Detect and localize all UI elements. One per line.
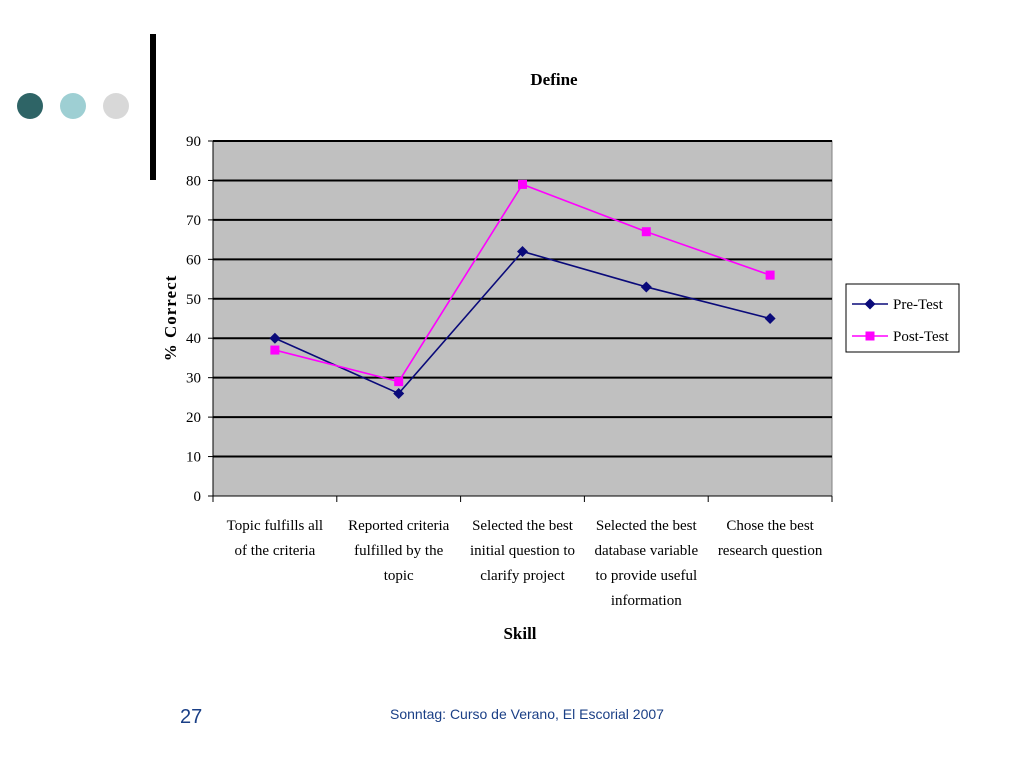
y-tick-label: 80: [186, 173, 201, 189]
data-point: [765, 270, 775, 280]
y-tick-label: 10: [186, 450, 201, 466]
x-axis-title: Skill: [503, 624, 536, 643]
data-point: [394, 377, 404, 387]
x-tick-label: Topic fulfills all of the criteria: [227, 518, 323, 559]
x-tick-label: Chose the best research question: [718, 518, 823, 559]
data-point: [269, 332, 281, 344]
decor-vertical-bar: [150, 34, 156, 180]
chart-title: Define: [530, 70, 578, 89]
data-point: [518, 179, 527, 189]
y-tick-label: 0: [194, 489, 202, 505]
data-point: [641, 227, 651, 237]
slide-number: 27: [180, 706, 203, 728]
legend-item: Post-Test: [852, 329, 949, 345]
x-tick-label: Selected the best database variable to pro…: [594, 518, 698, 609]
series-pre-test: [269, 245, 776, 399]
y-tick-label: 50: [186, 292, 201, 308]
y-tick-label: 40: [186, 331, 201, 347]
legend-box: [845, 283, 960, 353]
legend-marker: [865, 331, 875, 341]
decor-dot-gray: [103, 93, 129, 119]
data-point: [517, 245, 528, 257]
legend-label: Pre-Test: [893, 297, 944, 313]
y-tick-label: 70: [186, 213, 201, 229]
data-point: [640, 281, 652, 293]
y-tick-label: 60: [186, 252, 201, 268]
series-post-test: [270, 179, 775, 387]
legend: Pre-Test Post-Test: [845, 283, 960, 353]
legend-item: Pre-Test: [852, 297, 944, 313]
x-tick-label: Selected the best initial question to clar…: [470, 518, 575, 584]
y-axis-title: % Correct: [161, 275, 180, 362]
data-point: [270, 345, 280, 355]
data-point: [764, 313, 776, 324]
y-tick-label: 20: [186, 410, 201, 426]
plot-area: [212, 140, 833, 497]
gridlines: [213, 140, 832, 458]
legend-label: Post-Test: [893, 329, 949, 345]
y-tick-label: 30: [186, 371, 201, 387]
decor-dot-teal: [60, 93, 86, 119]
x-tick-label: Reported criteria fulfilled by the topic: [348, 518, 450, 584]
footer-text: Sonntag: Curso de Verano, El Escorial 20…: [390, 706, 664, 722]
axes: 0 10 20 30 40 50 60 70 80 90 Topic fulfills all of …: [186, 134, 833, 609]
series-layer: [269, 179, 776, 399]
data-point: [393, 387, 405, 399]
decor-dot-dark: [17, 93, 43, 119]
legend-marker: [864, 298, 876, 310]
y-tick-label: 90: [186, 134, 201, 150]
